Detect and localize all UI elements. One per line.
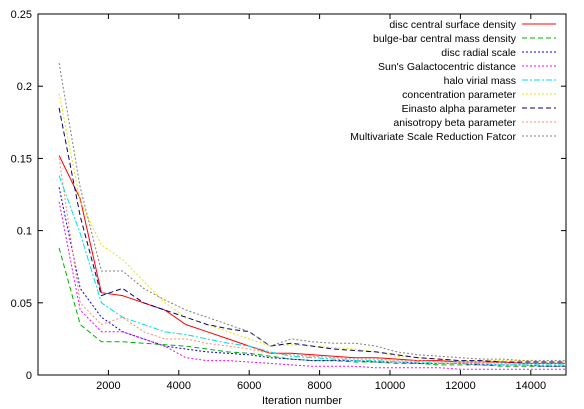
x-tick-label: 4000 [167,380,191,392]
series-line-7 [58,158,566,364]
y-tick-label: 0 [26,370,32,382]
legend-label: Sun's Galactocentric distance [378,61,516,73]
y-tick-label: 0.1 [17,226,32,238]
plot-frame [37,13,567,376]
legend-label: disc radial scale [441,47,516,59]
series-line-6 [58,107,566,363]
series-line-3 [58,201,566,370]
legend-label: disc central surface density [389,19,516,31]
series-line-8 [58,63,566,362]
x-tick-label: 12000 [445,380,476,392]
x-tick-label: 6000 [237,380,261,392]
x-tick-label: 8000 [307,380,331,392]
x-tick-label: 2000 [96,380,120,392]
y-tick-label: 0.25 [11,9,32,21]
series-layer [58,63,566,370]
series-line-4 [58,175,566,366]
legend-label: Multivariate Scale Reduction Fatcor [350,131,516,143]
legend-label: concentration parameter [402,89,516,101]
series-line-1 [58,247,566,367]
legend: disc central surface density bulge-bar ce… [350,19,556,143]
series-line-2 [58,187,566,367]
legend-label: halo virial mass [444,75,516,87]
y-tick-label: 0.2 [17,81,32,93]
x-tick-label: 14000 [516,380,547,392]
legend-label: anisotropy beta parameter [393,117,516,129]
y-tick-label: 0.15 [11,153,32,165]
series-line-0 [58,155,566,364]
legend-label: Einasto alpha parameter [402,103,517,115]
legend-label: bulge-bar central mass density [373,33,517,45]
y-tick-label: 0.05 [11,298,32,310]
axis-ticks: 2000 4000 6000 8000 10000 12000 14000 0 0.05 0.1 0… [11,9,566,392]
x-axis-label: Iteration number [262,395,342,407]
x-tick-label: 10000 [375,380,406,392]
